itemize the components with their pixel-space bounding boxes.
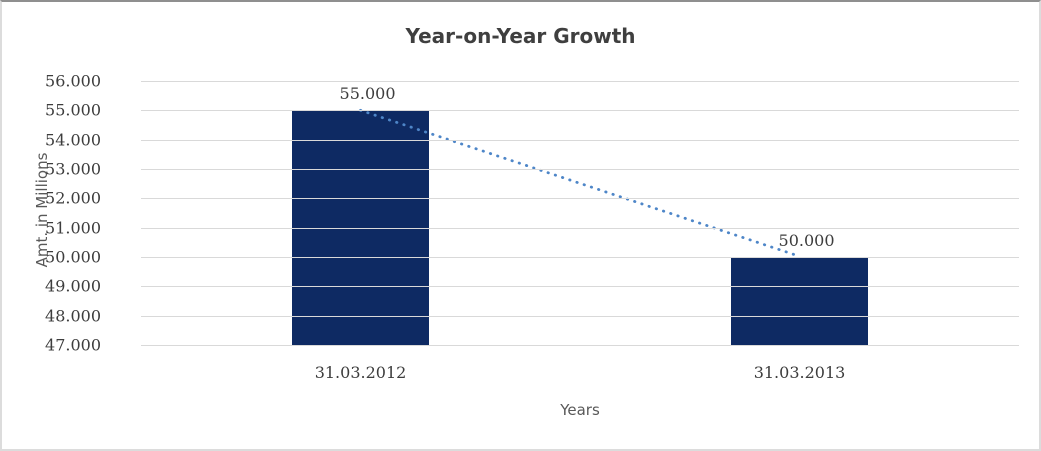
category-label-2013: 31.03.2013	[753, 363, 846, 382]
gridline	[141, 257, 1019, 258]
gridline	[141, 345, 1019, 346]
y-tick-label: 50.000	[45, 247, 101, 267]
gridline	[141, 110, 1019, 112]
plot-area: 55.000 50.000 56.000 55.000 54.000 53.000 52…	[45, 72, 1019, 355]
y-tick-label: 49.000	[45, 276, 101, 296]
bar-31-03-2013	[731, 257, 868, 345]
gridline	[141, 139, 1019, 141]
y-tick-label: 51.000	[45, 218, 101, 238]
chart-title: Year-on-Year Growth	[405, 24, 636, 48]
gridline	[141, 198, 1019, 200]
y-tick-label: 54.000	[45, 130, 101, 150]
gridline	[141, 169, 1019, 170]
y-tick-label: 53.000	[45, 159, 101, 179]
trendline	[359, 108, 797, 257]
category-label-2012: 31.03.2012	[314, 363, 407, 382]
data-label-2012: 55.000	[339, 84, 396, 104]
y-tick-label: 48.000	[45, 306, 101, 326]
data-label-2013: 50.000	[778, 231, 835, 250]
gridline	[141, 227, 1019, 229]
y-tick-label: 55.000	[45, 100, 101, 120]
y-tick-label: 47.000	[45, 335, 101, 355]
gridline	[141, 315, 1019, 317]
gridline	[141, 286, 1019, 288]
x-axis-title: Years	[560, 401, 600, 419]
y-tick-label: 52.000	[45, 188, 101, 208]
gridline	[141, 81, 1019, 82]
y-tick-label: 56.000	[45, 71, 101, 91]
